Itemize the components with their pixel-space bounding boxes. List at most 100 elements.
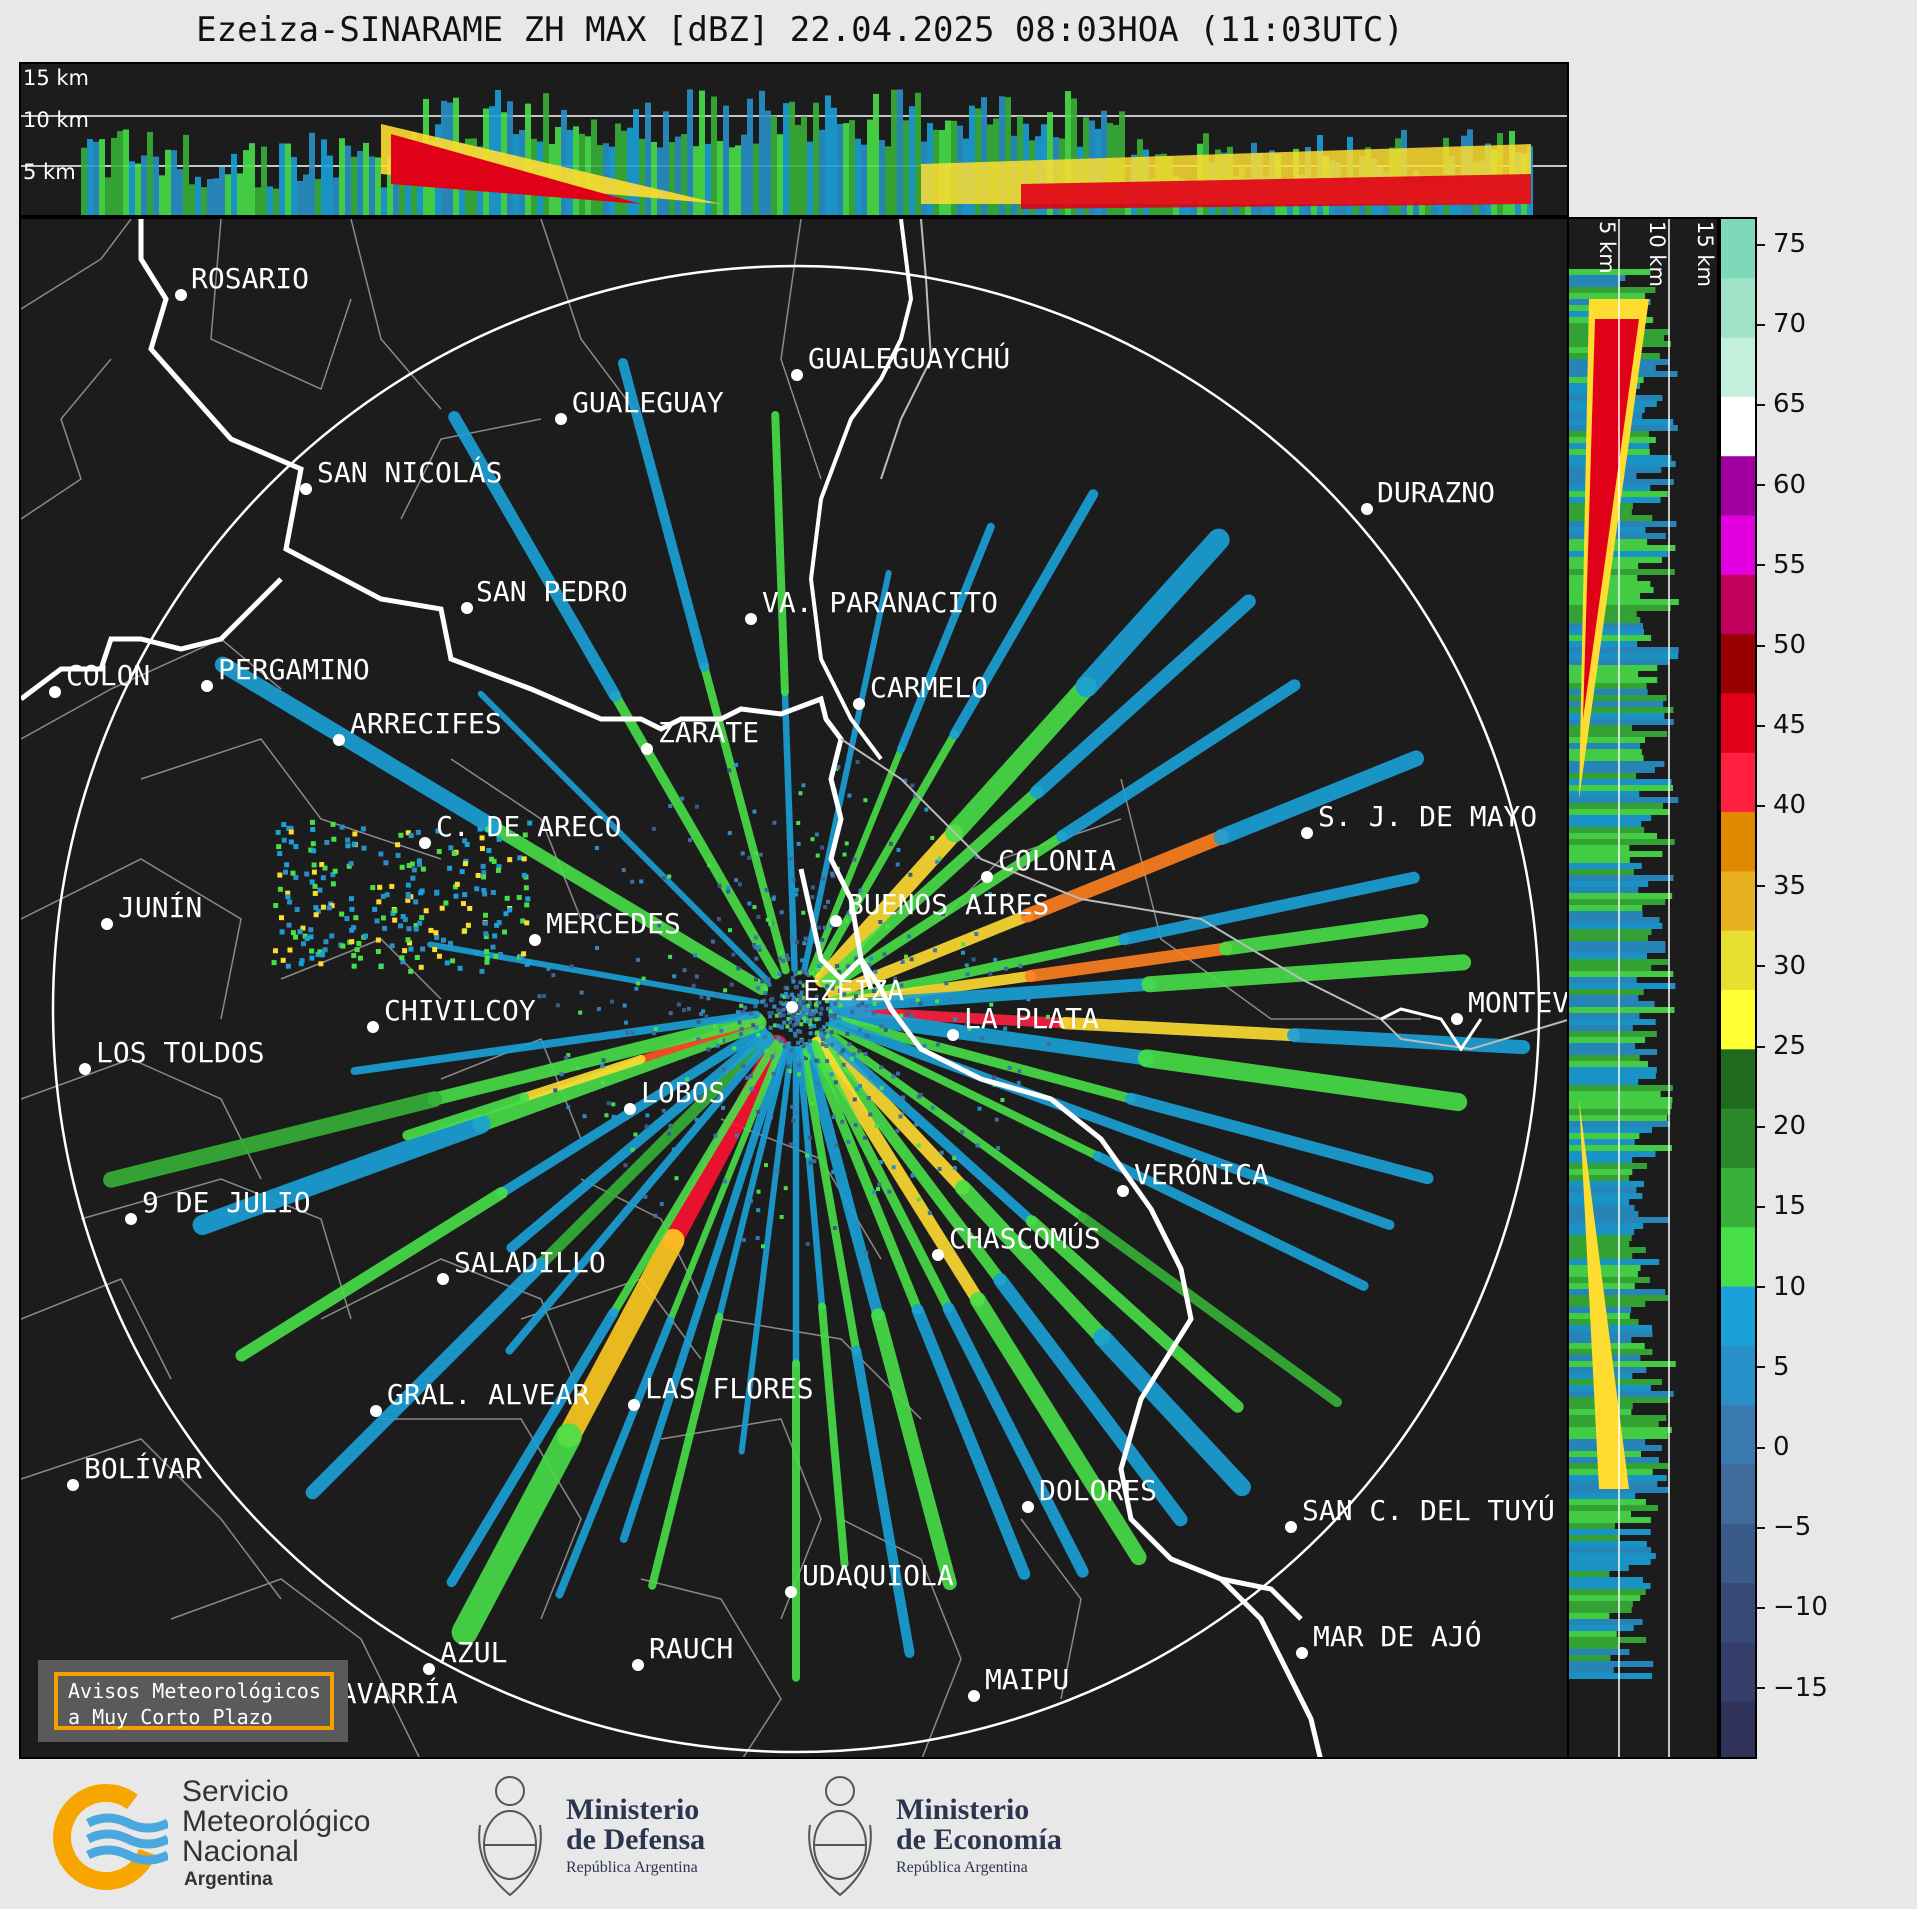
clutter-pixel <box>691 983 696 988</box>
clutter-pixel <box>891 1165 896 1170</box>
clutter-pixel <box>776 1036 781 1041</box>
clutter-pixel <box>1004 966 1009 971</box>
echo-speckle <box>300 941 306 947</box>
colorbar-swatch <box>1721 1523 1755 1585</box>
colorbar-tick-label: 50 <box>1773 630 1807 660</box>
echo-speckle <box>459 869 465 875</box>
clutter-pixel <box>715 992 720 997</box>
profile-row <box>1569 839 1675 845</box>
profile-row <box>1569 1235 1632 1241</box>
clutter-pixel <box>808 1011 813 1016</box>
profile-row <box>1569 1301 1646 1307</box>
city-label: 9 DE JULIO <box>142 1186 311 1219</box>
echo-speckle <box>339 824 345 830</box>
clutter-pixel <box>808 1031 813 1036</box>
radar-ray <box>871 1308 957 1591</box>
echo-speckle <box>494 922 500 928</box>
profile-column <box>729 147 735 215</box>
echo-speckle <box>399 864 405 870</box>
city-marker <box>101 918 113 930</box>
profile-column <box>759 90 765 215</box>
city-marker <box>628 1399 640 1411</box>
clutter-pixel <box>854 956 859 961</box>
profile-column <box>855 138 861 215</box>
radar-ray <box>824 1028 1087 1222</box>
colorbar-tick-label: 0 <box>1773 1432 1790 1462</box>
profile-column <box>129 161 135 215</box>
profile-column <box>351 156 357 215</box>
profile-row <box>1569 1115 1668 1121</box>
side-label-10km: 10 km <box>1645 221 1669 288</box>
clutter-pixel <box>804 982 809 987</box>
profile-column <box>783 103 789 215</box>
radar-ray <box>446 1307 619 1588</box>
clutter-pixel <box>899 983 904 988</box>
profile-row <box>1569 1199 1630 1205</box>
profile-row <box>1569 1169 1633 1175</box>
profile-column <box>771 115 777 215</box>
clutter-pixel <box>717 883 722 888</box>
colorbar-tick: 35 <box>1757 871 1867 901</box>
city-label: GUALEGUAYCHÚ <box>808 342 1011 375</box>
profile-row <box>1569 755 1644 761</box>
clutter-pixel <box>799 990 804 995</box>
clutter-pixel <box>749 1086 754 1091</box>
echo-speckle <box>320 904 326 910</box>
clutter-pixel <box>668 954 673 959</box>
profile-row <box>1569 521 1677 527</box>
clutter-pixel <box>816 963 821 968</box>
profile-column <box>375 157 381 215</box>
profile-column <box>219 166 225 215</box>
clutter-pixel <box>830 986 835 991</box>
clutter-pixel <box>836 1022 841 1027</box>
echo-speckle <box>524 902 530 908</box>
clutter-pixel <box>1006 892 1011 897</box>
profile-column <box>645 102 651 215</box>
echo-speckle <box>447 940 453 946</box>
profile-row <box>1569 803 1663 809</box>
city-label: UDAQUIOLA <box>802 1559 954 1592</box>
clutter-pixel <box>578 1010 583 1015</box>
city-label: ARRECIFES <box>350 707 502 740</box>
echo-speckle <box>392 908 398 914</box>
avisos-label[interactable]: Avisos Meteorológicos a Muy Corto Plazo <box>54 1672 334 1730</box>
clutter-pixel <box>761 1244 766 1249</box>
profile-row <box>1569 1649 1630 1655</box>
echo-speckle <box>279 929 285 935</box>
city-marker <box>370 1405 382 1417</box>
clutter-pixel <box>837 989 842 994</box>
profile-column <box>897 89 903 215</box>
profile-column <box>969 105 975 215</box>
profile-row <box>1569 623 1644 629</box>
clutter-pixel <box>837 1010 842 1015</box>
clutter-pixel <box>872 1001 877 1006</box>
clutter-pixel <box>847 1042 852 1047</box>
city-label: CARMELO <box>870 671 989 704</box>
echo-speckle <box>474 886 480 892</box>
clutter-pixel <box>630 879 635 884</box>
profile-column <box>231 153 237 215</box>
clutter-pixel <box>785 986 790 991</box>
clutter-pixel <box>838 1003 843 1008</box>
echo-speckle <box>354 947 360 953</box>
city-marker <box>830 915 842 927</box>
echo-speckle <box>496 836 502 842</box>
clutter-pixel <box>785 994 790 999</box>
echo-speckle <box>484 959 490 965</box>
echo-speckle <box>521 872 527 878</box>
echo-speckle <box>317 887 323 893</box>
clutter-pixel <box>869 1075 874 1080</box>
clutter-pixel <box>958 1025 963 1030</box>
radar-ray <box>798 1044 861 1355</box>
profile-column <box>285 143 291 215</box>
clutter-pixel <box>788 856 793 861</box>
logo-bar: Servicio Meteorológico Nacional Argentin… <box>0 1759 1917 1909</box>
profile-column <box>279 143 285 215</box>
clutter-pixel <box>790 1104 795 1109</box>
clutter-pixel <box>760 999 765 1004</box>
profile-row <box>1569 1013 1640 1019</box>
radar-ray <box>828 1017 1395 1231</box>
radar-ray <box>477 690 771 984</box>
clutter-pixel <box>914 1122 919 1127</box>
echo-speckle <box>435 828 441 834</box>
